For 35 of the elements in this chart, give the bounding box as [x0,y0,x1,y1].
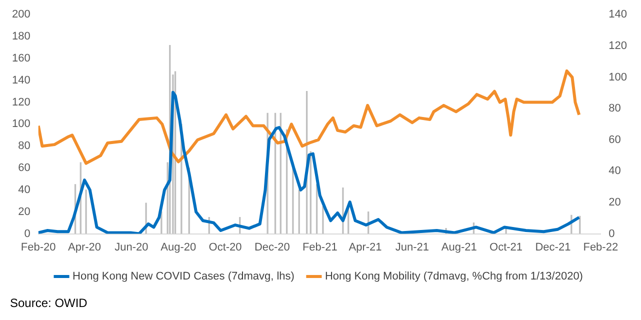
y-tick-label: 100 [12,118,30,130]
y2-tick-label: 40 [608,165,621,178]
x-tick-label: Oct-21 [490,241,523,254]
x-tick-label: Feb-22 [583,241,618,254]
y-tick-label: 140 [12,74,30,86]
y-tick-label: 160 [12,52,30,64]
x-tick-label: Apr-20 [68,241,102,254]
y2-tick-label: 20 [608,196,621,209]
y2-tick-label: 0 [608,228,615,240]
y-tick-label: 180 [12,30,30,43]
x-tick-label: Oct-20 [208,241,242,254]
y-tick-label: 60 [18,162,30,174]
x-tick-label: Apr-21 [348,241,382,254]
y-tick-label: 120 [12,96,30,108]
y2-tick-label: 80 [608,102,621,115]
x-tick-label: Aug-21 [441,241,477,254]
y-tick-label: 20 [18,206,30,218]
y2-tick-label: 140 [608,8,628,21]
y-tick-label: 200 [12,8,30,21]
x-tick-label: Feb-21 [302,241,338,254]
x-tick-label: Jun-21 [395,241,430,254]
y-tick-label: 40 [18,184,30,196]
source-note: Source: OWID [10,296,88,310]
x-tick-label: Aug-20 [160,241,196,254]
y-tick-label: 0 [24,228,30,240]
y2-tick-label: 100 [608,71,628,84]
y-tick-label: 80 [18,140,30,152]
x-tick-label: Jun-20 [114,241,148,254]
x-tick-label: Dec-21 [535,241,571,254]
y2-tick-label: 120 [608,40,628,52]
x-tick-label: Dec-20 [254,241,290,254]
x-tick-label: Feb-20 [20,241,56,254]
legend-label: Hong Kong New COVID Cases (7dmavg, lhs) [72,270,294,283]
y2-tick-label: 60 [608,134,621,146]
legend-label: Hong Kong Mobility (7dmavg, %Chg from 1/13/2020) [324,270,583,283]
